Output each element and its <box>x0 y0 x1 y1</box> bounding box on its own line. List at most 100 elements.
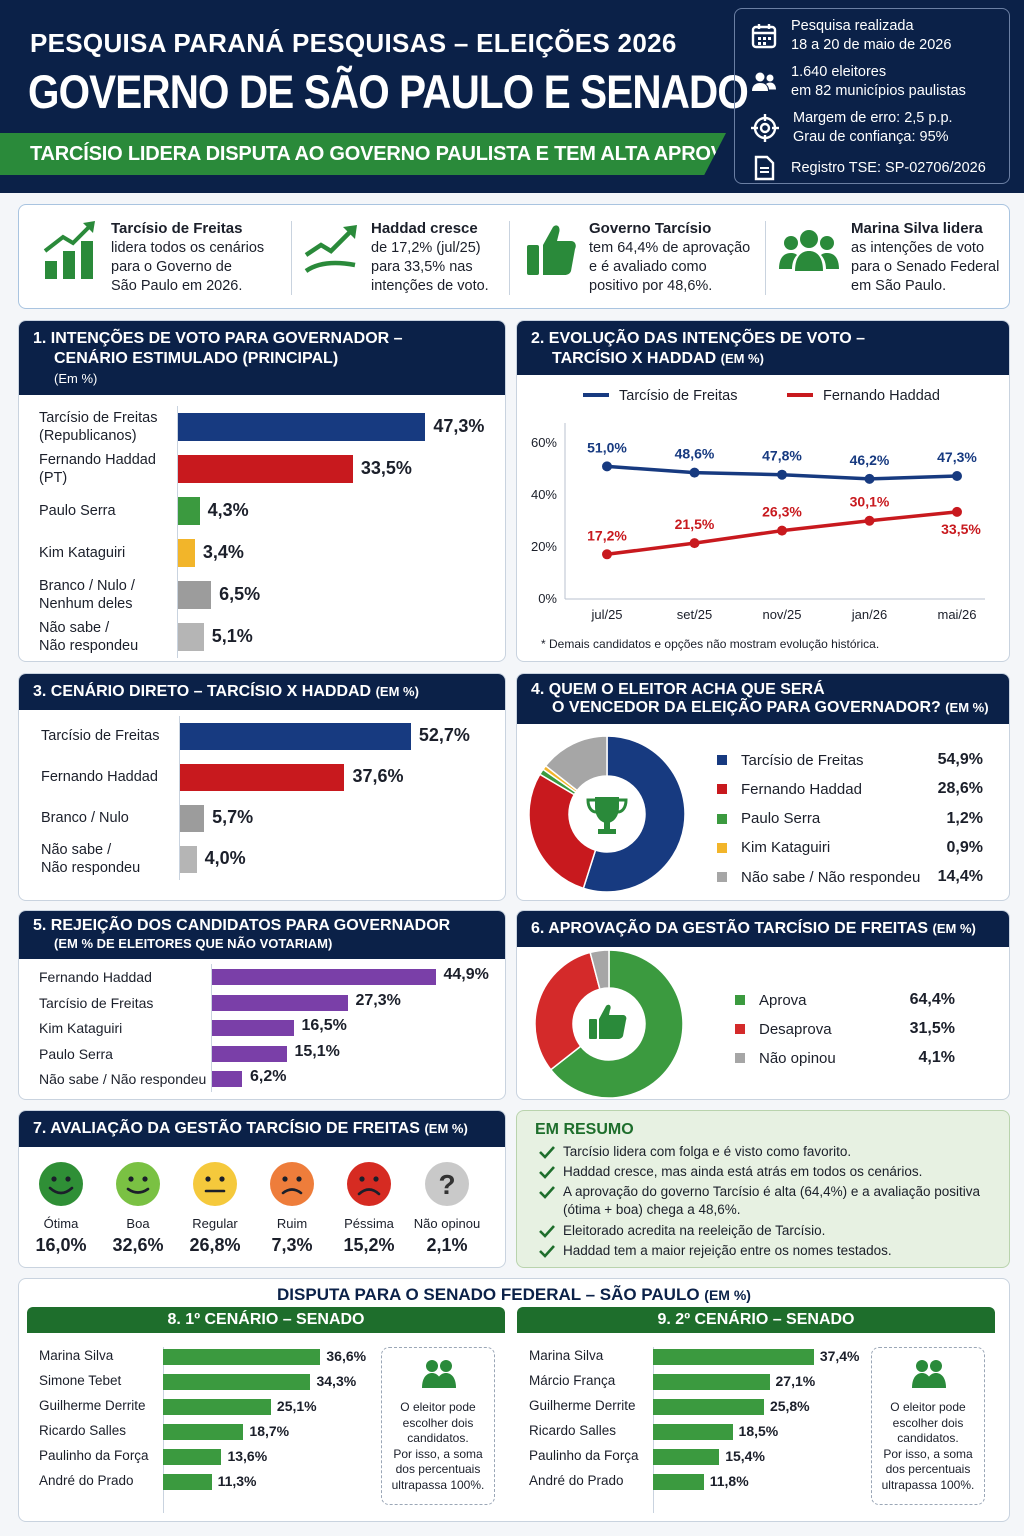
card4-title-line1: 4. QUEM O ELEITOR ACHA QUE SERÁ <box>531 681 825 698</box>
data-label: 48,6% <box>675 446 715 462</box>
note-line: dos percentuais <box>395 1462 481 1476</box>
category-label: Fernando Haddad <box>39 969 152 985</box>
calendar-icon <box>751 24 777 49</box>
document-icon <box>754 155 775 181</box>
data-label: 32,6% <box>112 1235 164 1255</box>
bar <box>177 455 353 483</box>
category-label: Paulo Serra <box>39 503 116 519</box>
target-icon <box>751 114 779 142</box>
data-label: 15,4% <box>725 1448 765 1464</box>
category-label: Paulinho da Força <box>39 1448 149 1463</box>
card6-unit: (EM %) <box>932 921 976 936</box>
headline-banner: TARCÍSIO LIDERA DISPUTA AO GOVERNO PAULI… <box>0 133 726 175</box>
kpi-4-title: Marina Silva lidera <box>851 220 983 237</box>
x-tick-label: jul/25 <box>590 607 622 622</box>
legend-swatch <box>735 1024 745 1034</box>
category-label: Kim Kataguiri <box>39 545 126 561</box>
bar <box>177 581 212 609</box>
kpi-tarcisio: Tarcísio de Freitas lidera todos os cenár… <box>41 219 264 296</box>
check-icon <box>539 1146 555 1159</box>
card-voting-intentions: 1. INTENÇÕES DE VOTO PARA GOVERNADOR – C… <box>18 320 506 662</box>
category-label: André do Prado <box>529 1473 624 1488</box>
bar <box>211 1071 242 1087</box>
highlights-strip: Tarcísio de Freitas lidera todos os cenár… <box>18 204 1010 309</box>
senate-title: DISPUTA PARA O SENADO FEDERAL – SÃO PAUL… <box>277 1285 751 1304</box>
note-line: Por isso, a soma <box>393 1446 483 1461</box>
bar <box>163 1474 212 1490</box>
survey-info-box: Pesquisa realizada 18 a 20 de maio de 202… <box>734 8 1010 184</box>
kpi-3-title: Governo Tarcísio <box>589 220 712 237</box>
data-label: 4,0% <box>204 848 246 868</box>
divider <box>509 221 510 295</box>
data-point <box>952 506 962 517</box>
data-label: 33,5% <box>360 458 412 478</box>
bar <box>211 1045 287 1062</box>
legend-value: 64,4% <box>909 991 955 1008</box>
bar <box>163 1424 244 1440</box>
kpi-4-line1: as intenções de voto <box>851 240 985 256</box>
data-label: 4,3% <box>207 500 249 520</box>
approval-legend: Aprova 64,4% Desaprova 31,5% Não opinou 4,1% <box>517 911 1009 1099</box>
evaluation-item: Ótima 16,0% <box>26 1160 96 1256</box>
data-label: 25,8% <box>769 1398 810 1414</box>
expected-winner-donut-chart <box>528 735 686 893</box>
card3-title: 3. CENÁRIO DIRETO – TARCÍSIO X HADDAD <box>33 683 372 700</box>
happy-face-icon <box>116 1162 160 1206</box>
info-margin-text: Margem de erro: 2,5 p.p. <box>793 110 953 126</box>
category-label: Boa <box>126 1216 150 1231</box>
kpi-3-line2: e é avaliado como <box>589 259 707 275</box>
data-label: 5,7% <box>212 807 254 827</box>
data-label: 46,2% <box>850 452 890 468</box>
category-label: André do Prado <box>39 1473 134 1488</box>
bar <box>177 497 200 525</box>
very-sad-face-icon <box>347 1162 391 1206</box>
data-label: 27,3% <box>355 991 401 1009</box>
summary-text: Haddad tem a maior rejeição entre os nom… <box>563 1243 892 1258</box>
summary-item: Eleitorado acredita na reeleição de Tarc… <box>539 1222 989 1240</box>
bar <box>653 1399 764 1415</box>
y-tick-label: 20% <box>531 539 557 554</box>
summary-text: Tarcísio lidera com folga e é visto como… <box>563 1144 852 1159</box>
data-label: 16,5% <box>301 1017 347 1034</box>
bar <box>653 1349 814 1365</box>
legend-value: 31,5% <box>909 1020 955 1037</box>
kpi-2-line3: intenções de voto. <box>371 278 489 294</box>
category-label: Márcio França <box>529 1373 616 1388</box>
data-label: 51,0% <box>587 439 627 455</box>
info-sample: 1.640 eleitores em 82 municípios paulista… <box>751 63 966 101</box>
trophy-icon <box>586 797 628 834</box>
expected-winner-legend: Tarcísio de Freitas 54,9% Fernando Haddad 2… <box>517 674 1009 900</box>
bar <box>163 1374 311 1390</box>
pie-slice <box>549 949 684 1099</box>
thumbs-up-icon <box>589 1004 627 1039</box>
evolution-line-chart: 0% 20% 40% 60% jul/25 set/25 nov/25 jan/26 mai/2… <box>531 388 985 622</box>
info-date: Pesquisa realizada 18 a 20 de maio de 202… <box>751 17 951 55</box>
headline-text: TARCÍSIO LIDERA DISPUTA AO GOVERNO PAULI… <box>30 143 781 165</box>
legend-item: Não sabe / Não respondeu 14,4% <box>717 868 983 886</box>
note-line: escolher dois <box>892 1415 964 1430</box>
card4-title-line2: O VENCEDOR DA ELEIÇÃO PARA GOVERNADOR? <box>552 699 941 716</box>
info-registry: Registro TSE: SP-02706/2026 <box>751 155 986 181</box>
pie-slice <box>582 735 686 893</box>
card2-title-line2: TARCÍSIO X HADDAD <box>552 350 717 367</box>
card-evaluation: 7. AVALIAÇÃO DA GESTÃO TARCÍSIO DE FREIT… <box>18 1110 506 1268</box>
bar <box>177 539 195 567</box>
info-confidence-text: Grau de confiança: 95% <box>793 129 949 145</box>
card6-title: 6. APROVAÇÃO DA GESTÃO TARCÍSIO DE FREIT… <box>531 920 929 937</box>
legend-item: Não opinou 4,1% <box>735 1049 955 1067</box>
data-point <box>864 473 875 484</box>
check-icon <box>539 1186 555 1199</box>
data-point <box>689 538 700 549</box>
legend-item: Fernando Haddad 28,6% <box>717 780 983 798</box>
data-label: 16,0% <box>35 1235 87 1255</box>
note-line: ultrapassa 100%. <box>391 1477 485 1492</box>
card1-title-line2: CENÁRIO ESTIMULADO (PRINCIPAL) <box>54 350 339 367</box>
senate-unit: (EM %) <box>704 1287 751 1303</box>
card-approval: 6. APROVAÇÃO DA GESTÃO TARCÍSIO DE FREIT… <box>516 910 1010 1100</box>
note-line: O eleitor pode <box>400 1400 476 1414</box>
note-line: O eleitor pode <box>890 1400 966 1414</box>
summary-text: Haddad cresce, mas ainda está atrás em t… <box>563 1164 923 1179</box>
x-tick-label: nov/25 <box>762 607 801 622</box>
y-tick-label: 40% <box>531 487 557 502</box>
bar <box>177 413 426 441</box>
